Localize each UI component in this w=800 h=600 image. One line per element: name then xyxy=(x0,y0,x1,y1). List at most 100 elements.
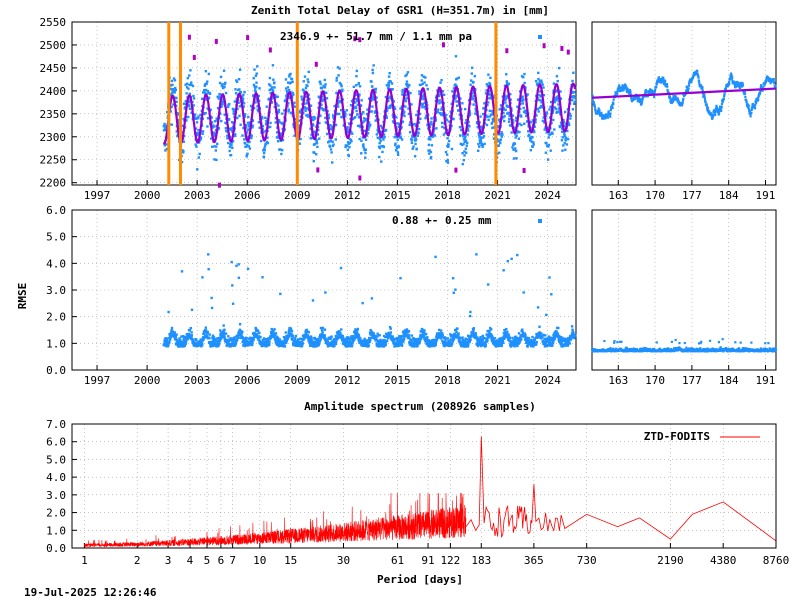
rmse-point xyxy=(402,337,406,341)
ztd-point xyxy=(254,74,258,77)
rmse-point xyxy=(547,337,550,340)
rmse-point xyxy=(457,332,460,335)
ztd-point xyxy=(489,94,493,97)
ztd-point xyxy=(516,105,519,108)
rmse-point xyxy=(491,336,495,339)
ztd-point xyxy=(268,125,272,129)
ztd-point xyxy=(298,109,302,113)
ztd-recent-point xyxy=(706,106,710,109)
ztd-point xyxy=(431,135,435,138)
ztd-point xyxy=(396,151,400,154)
rmse-point xyxy=(448,342,452,345)
ztd-recent-point xyxy=(636,100,639,103)
rmse-point xyxy=(250,343,254,347)
ztd-recent-point xyxy=(717,113,720,116)
rmse-point xyxy=(330,335,333,338)
ztd-point xyxy=(389,80,392,83)
rmse-point xyxy=(204,331,208,334)
ztd-point xyxy=(219,112,222,116)
rmse-point xyxy=(333,344,336,348)
rmse-point xyxy=(393,338,396,342)
ztd-point xyxy=(262,156,266,159)
ztd-point xyxy=(541,83,544,86)
ztd-point xyxy=(563,142,566,145)
ztd-point xyxy=(395,135,399,139)
ztd-point xyxy=(553,100,557,104)
rmse-point xyxy=(428,345,431,348)
rmse-point xyxy=(264,343,268,346)
rmse-point xyxy=(544,334,547,337)
ztd-point xyxy=(410,141,414,145)
rmse-point xyxy=(256,329,260,333)
ztd-point xyxy=(287,88,291,92)
ztd-recent-point xyxy=(630,100,634,103)
ztd-point xyxy=(277,108,281,112)
rmse-legend-marker xyxy=(538,219,542,223)
ztd-recent-point xyxy=(609,115,612,118)
rmse-point xyxy=(176,341,179,344)
ztd-point xyxy=(288,75,291,78)
ztd-recent-frame xyxy=(591,21,777,186)
rmse-point xyxy=(468,314,472,318)
ztd-point xyxy=(359,124,362,127)
rmse-point xyxy=(376,339,379,342)
ztd-recent-point xyxy=(712,113,715,116)
ztd-point xyxy=(565,143,569,146)
rmse-point xyxy=(559,339,563,342)
rmse-point xyxy=(475,336,478,339)
ztd-point xyxy=(464,147,467,150)
ztd-point xyxy=(564,136,568,139)
rmse-ylabel: RMSE xyxy=(16,283,29,310)
ztd-point xyxy=(184,99,188,103)
ztd-point xyxy=(238,88,241,91)
ztd-point xyxy=(188,74,191,77)
ztd-recent-point xyxy=(600,112,603,116)
ztd-recent-point xyxy=(712,109,716,112)
ztd-point xyxy=(190,111,193,115)
ztd-point xyxy=(515,134,518,137)
rmse-point xyxy=(513,345,516,348)
rmse-point xyxy=(254,328,258,331)
rmse-point xyxy=(174,333,177,337)
ztd-point xyxy=(202,91,205,94)
ztd-point xyxy=(319,82,322,86)
ztd-frame xyxy=(71,21,577,186)
ztd-point xyxy=(540,79,543,82)
rmse-point xyxy=(531,339,534,342)
ztd-point xyxy=(417,127,421,131)
ztd-point xyxy=(374,91,377,94)
rmse-point xyxy=(378,339,381,343)
ztd-point xyxy=(497,140,500,143)
rmse-point xyxy=(420,335,424,339)
ztd-point xyxy=(206,80,209,83)
ztd-point xyxy=(456,100,459,103)
ztd-recent-point xyxy=(722,95,726,98)
rmse-point xyxy=(277,344,280,348)
rmse-point xyxy=(211,342,214,345)
rmse-point xyxy=(352,335,355,338)
ztd-point xyxy=(520,123,523,127)
ztd-xtick-label: 2024 xyxy=(534,189,561,202)
rmse-point xyxy=(231,284,234,287)
ztd-point xyxy=(384,128,388,132)
rmse-point xyxy=(352,339,355,343)
rmse-point xyxy=(441,334,444,337)
ztd-recent-point xyxy=(704,101,707,104)
rmse-xtick-label: 2021 xyxy=(484,374,511,387)
rmse-point xyxy=(238,331,241,334)
ztd-point xyxy=(503,114,506,118)
ztd-point xyxy=(502,108,506,111)
rmse-point xyxy=(167,310,170,314)
ztd-point xyxy=(396,122,399,125)
ztd-point xyxy=(255,72,258,75)
rmse-point xyxy=(481,341,484,344)
rmse-point xyxy=(168,338,172,341)
ztd-point xyxy=(512,157,516,160)
ztd-point xyxy=(354,106,358,109)
rmse-point xyxy=(211,344,215,348)
rmse-point xyxy=(350,337,353,341)
rmse-point xyxy=(484,342,487,345)
ztd-point xyxy=(185,119,188,122)
ztd-recent-point xyxy=(604,117,607,120)
ztd-point xyxy=(531,145,534,149)
